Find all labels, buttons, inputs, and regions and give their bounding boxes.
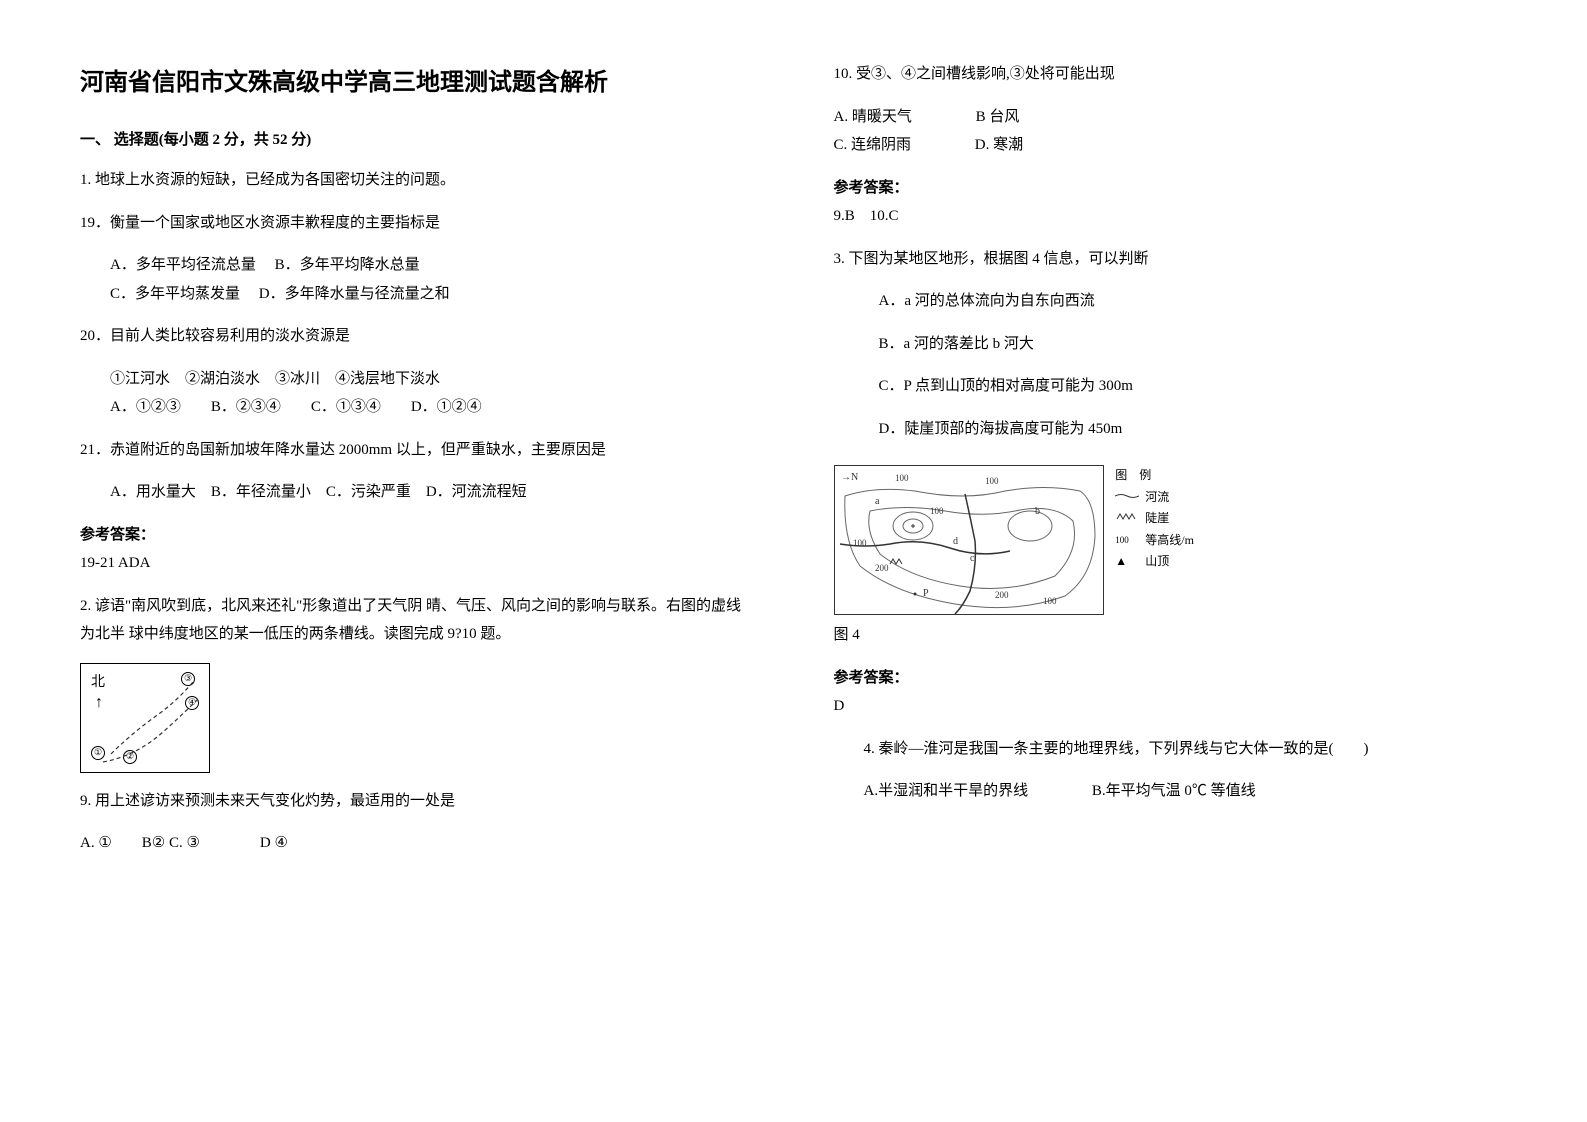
answer-label-2: 参考答案： — [834, 174, 1508, 203]
answer-9-10: 9.B 10.C — [834, 202, 1508, 231]
q19-c: C．多年平均蒸发量 — [110, 286, 240, 302]
q3-b: B．a 河的落差比 b 河大 — [834, 330, 1508, 359]
svg-text:200: 200 — [875, 563, 889, 573]
answer-q3: D — [834, 692, 1508, 721]
legend-cliff: 陡崖 — [1115, 508, 1194, 530]
q4-options: A.半湿润和半干旱的界线 B.年平均气温 0℃ 等值线 — [834, 777, 1508, 806]
page-title: 河南省信阳市文殊高级中学高三地理测试题含解析 — [80, 60, 754, 106]
map-legend: 图 例 河流 陡崖 100 等高线/m ▲ 山顶 — [1115, 465, 1194, 573]
svg-text:d: d — [953, 536, 958, 547]
contour-icon: 100 — [1115, 532, 1139, 548]
answer-label-1: 参考答案： — [80, 521, 754, 550]
q10-stem: 10. 受③、④之间槽线影响,③处将可能出现 — [834, 60, 1508, 89]
q4-a: A.半湿润和半干旱的界线 — [864, 783, 1029, 799]
q3-d: D．陡崖顶部的海拔高度可能为 450m — [834, 415, 1508, 444]
svg-text:100: 100 — [1043, 596, 1057, 606]
q21-stem: 21．赤道附近的岛国新加坡年降水量达 2000mm 以上，但严重缺水，主要原因是 — [80, 436, 754, 465]
svg-text:100: 100 — [853, 538, 867, 548]
map-figure-wrapper: →N a b d c 100 100 100 100 200 200 100 P — [834, 457, 1508, 615]
q3-stem: 3. 下图为某地区地形，根据图 4 信息，可以判断 — [834, 245, 1508, 274]
svg-text:200: 200 — [995, 590, 1009, 600]
legend-river: 河流 — [1115, 487, 1194, 509]
q10-a: A. 晴暖天气 — [834, 109, 912, 125]
svg-text:100: 100 — [985, 476, 999, 486]
svg-text:→N: →N — [841, 472, 858, 483]
right-column: 10. 受③、④之间槽线影响,③处将可能出现 A. 晴暖天气 B 台风 C. 连… — [794, 60, 1508, 1062]
answer-label-3: 参考答案： — [834, 664, 1508, 693]
legend-title: 图 例 — [1115, 465, 1194, 487]
q19-d: D．多年降水量与径流量之和 — [259, 286, 450, 302]
q10-b: B 台风 — [976, 109, 1020, 125]
contour-map-icon: →N a b d c 100 100 100 100 200 200 100 P — [835, 466, 1104, 615]
q20-stem: 20．目前人类比较容易利用的淡水资源是 — [80, 322, 754, 351]
svg-text:100: 100 — [895, 473, 909, 483]
q3-c: C．P 点到山顶的相对高度可能为 300m — [834, 372, 1508, 401]
map-caption: 图 4 — [834, 621, 1508, 650]
river-icon — [1115, 487, 1139, 509]
svg-text:100: 100 — [930, 506, 944, 516]
q10-row1: A. 晴暖天气 B 台风 — [834, 103, 1508, 132]
topographic-map: →N a b d c 100 100 100 100 200 200 100 P — [834, 465, 1104, 615]
q19-b: B．多年平均降水总量 — [275, 257, 420, 273]
svg-text:a: a — [875, 496, 880, 507]
q19-option-row1: A．多年平均径流总量 B．多年平均降水总量 — [80, 251, 754, 280]
trough-line-diagram: 北 ↑ ③ ④ ① ② — [80, 663, 210, 773]
svg-text:c: c — [970, 553, 975, 564]
q20-items: ①江河水 ②湖泊淡水 ③冰川 ④浅层地下淡水 — [80, 365, 754, 394]
q2-stem: 2. 谚语"南风吹到底，北风来还礼"形象道出了天气阴 晴、气压、风向之间的影响与… — [80, 592, 754, 649]
q3-a: A．a 河的总体流向为自东向西流 — [834, 287, 1508, 316]
q20-options: A．①②③ B．②③④ C．①③④ D．①②④ — [80, 393, 754, 422]
svg-text:P: P — [923, 588, 929, 599]
q1-intro: 1. 地球上水资源的短缺，已经成为各国密切关注的问题。 — [80, 166, 754, 195]
legend-peak: ▲ 山顶 — [1115, 551, 1194, 573]
answer-19-21: 19-21 ADA — [80, 549, 754, 578]
q21-options: A．用水量大 B．年径流量小 C．污染严重 D．河流流程短 — [80, 478, 754, 507]
q10-d: D. 寒潮 — [975, 137, 1023, 153]
q19-option-row2: C．多年平均蒸发量 D．多年降水量与径流量之和 — [80, 280, 754, 309]
q19-a: A．多年平均径流总量 — [110, 257, 256, 273]
q9-options: A. ① B② C. ③ D ④ — [80, 829, 754, 858]
q4-b: B.年平均气温 0℃ 等值线 — [1092, 783, 1256, 799]
left-column: 河南省信阳市文殊高级中学高三地理测试题含解析 一、 选择题(每小题 2 分，共 … — [80, 60, 794, 1062]
section-1-title: 一、 选择题(每小题 2 分，共 52 分) — [80, 126, 754, 155]
q10-row2: C. 连绵阴雨 D. 寒潮 — [834, 131, 1508, 160]
q10-c: C. 连绵阴雨 — [834, 137, 912, 153]
legend-contour: 100 等高线/m — [1115, 530, 1194, 552]
trough-lines-icon — [81, 664, 211, 774]
q4-stem: 4. 秦岭—淮河是我国一条主要的地理界线，下列界线与它大体一致的是( ) — [834, 735, 1508, 764]
q9-stem: 9. 用上述谚访来预测未来天气变化灼势，最适用的一处是 — [80, 787, 754, 816]
svg-text:b: b — [1035, 506, 1040, 517]
peak-icon: ▲ — [1115, 551, 1139, 573]
cliff-icon — [1115, 508, 1139, 530]
q19-stem: 19．衡量一个国家或地区水资源丰歉程度的主要指标是 — [80, 209, 754, 238]
